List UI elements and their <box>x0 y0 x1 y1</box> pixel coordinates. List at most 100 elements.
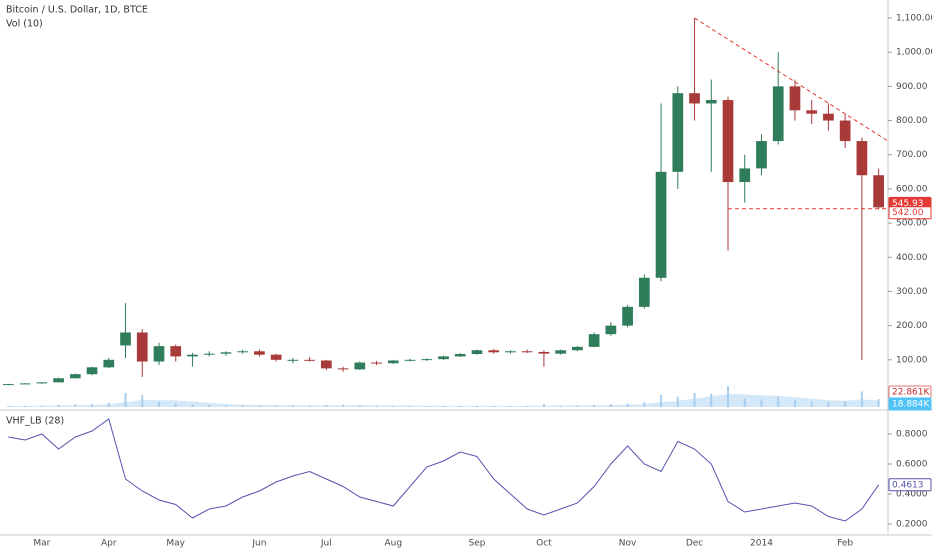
volume-bar <box>710 393 713 407</box>
candle-body <box>588 334 600 347</box>
volume-bar <box>727 386 730 407</box>
volume-bar <box>141 394 144 407</box>
x-tick-label: May <box>166 539 185 549</box>
candle-body <box>187 354 198 357</box>
volume-bar <box>660 394 663 407</box>
volume-bar <box>208 404 211 407</box>
x-tick-label: Feb <box>837 539 853 549</box>
volume-bar <box>475 405 478 407</box>
volume-bar <box>827 402 830 407</box>
volume-bar <box>275 405 278 407</box>
volume-bar <box>174 403 177 407</box>
candle-body <box>153 346 165 362</box>
volume-bar <box>492 405 495 407</box>
indicator-title: VHF_LB (28) <box>6 416 64 427</box>
volume-bar <box>877 399 880 407</box>
indicator-last-label: 0.4613 <box>892 480 924 490</box>
candle-body <box>136 332 148 362</box>
x-tick-label: Nov <box>619 539 637 549</box>
volume-bar <box>844 401 847 407</box>
volume-bar <box>743 398 746 407</box>
volume-bar <box>57 404 60 407</box>
candle-body <box>36 382 48 384</box>
x-tick-label: Oct <box>536 539 552 549</box>
volume-bar <box>191 404 194 407</box>
volume-bar <box>643 402 646 407</box>
candle-body <box>672 93 684 172</box>
candle-body <box>555 350 567 354</box>
volume-bar <box>308 405 311 407</box>
volume-bar <box>777 396 780 407</box>
volume-bar <box>224 405 227 407</box>
volume-bar <box>626 403 629 407</box>
candle-body <box>655 171 667 278</box>
volume-bar <box>526 405 529 407</box>
volume-bar <box>860 391 863 407</box>
candle-body <box>488 350 500 353</box>
volume-bar <box>593 404 596 407</box>
candle-body <box>471 350 483 355</box>
support-label-box <box>888 206 932 220</box>
candle-body <box>337 368 349 370</box>
candle-body <box>404 359 416 361</box>
candle-body <box>103 359 115 368</box>
y-tick-label: 700.00 <box>896 150 928 160</box>
candle-body <box>538 351 550 354</box>
candle-body <box>86 367 98 375</box>
volume-ma-label-box <box>888 397 932 411</box>
x-tick-label: Sep <box>468 539 485 549</box>
last-price-label: 545.93 <box>892 199 924 209</box>
volume-bar <box>40 405 43 407</box>
candle-body <box>572 346 583 351</box>
candle-body <box>438 356 449 360</box>
support-label: 542.00 <box>892 208 924 218</box>
candle-body <box>371 362 382 364</box>
volume-bar <box>442 405 445 407</box>
volume-bar <box>342 404 345 407</box>
y-tick-label: 900.00 <box>896 82 928 92</box>
volume-bar <box>760 399 763 407</box>
candle-body <box>304 359 315 361</box>
volume-bar <box>609 404 612 407</box>
x-tick-label: Jun <box>251 539 266 549</box>
volume-bar <box>124 393 127 407</box>
candle-body <box>705 100 717 104</box>
candle-body <box>270 354 282 360</box>
x-tick-label: Apr <box>101 539 117 549</box>
candle-body <box>689 93 700 104</box>
y-tick-label: 1,000.00 <box>896 48 932 58</box>
candle-body <box>254 351 265 355</box>
x-tick-label: Mar <box>33 539 50 549</box>
y-tick-label: 400.00 <box>896 253 928 263</box>
candle-body <box>3 384 14 386</box>
volume-bar <box>810 401 813 407</box>
candle-body <box>19 383 31 385</box>
candle-body <box>53 378 64 383</box>
candle-body <box>756 141 767 169</box>
y-tick-label: 500.00 <box>896 219 928 229</box>
trendline <box>694 17 889 142</box>
volume-bar <box>107 402 110 407</box>
volume-bar <box>241 405 244 407</box>
candle-body <box>287 359 299 361</box>
y-tick-label: 300.00 <box>896 287 928 297</box>
candle-body <box>320 360 332 369</box>
indicator-tick-label: 0.4000 <box>896 490 928 500</box>
candle-body <box>622 306 633 326</box>
volume-bar <box>375 405 378 407</box>
volume-bar <box>693 393 696 407</box>
y-tick-label: 100.00 <box>896 355 928 365</box>
candle-body <box>170 346 182 357</box>
indicator-last-label-box <box>888 478 932 492</box>
volume-bar <box>542 403 545 407</box>
candle-body <box>521 351 533 353</box>
volume-bar <box>157 401 160 407</box>
x-tick-label: Aug <box>385 539 403 549</box>
y-tick-label: 1,100.00 <box>896 14 932 24</box>
volume-bar <box>676 396 679 407</box>
candle-body <box>421 359 433 361</box>
volume-ma-label: 18.884K <box>892 400 930 410</box>
candle-body <box>505 351 516 353</box>
candle-body <box>806 110 818 114</box>
